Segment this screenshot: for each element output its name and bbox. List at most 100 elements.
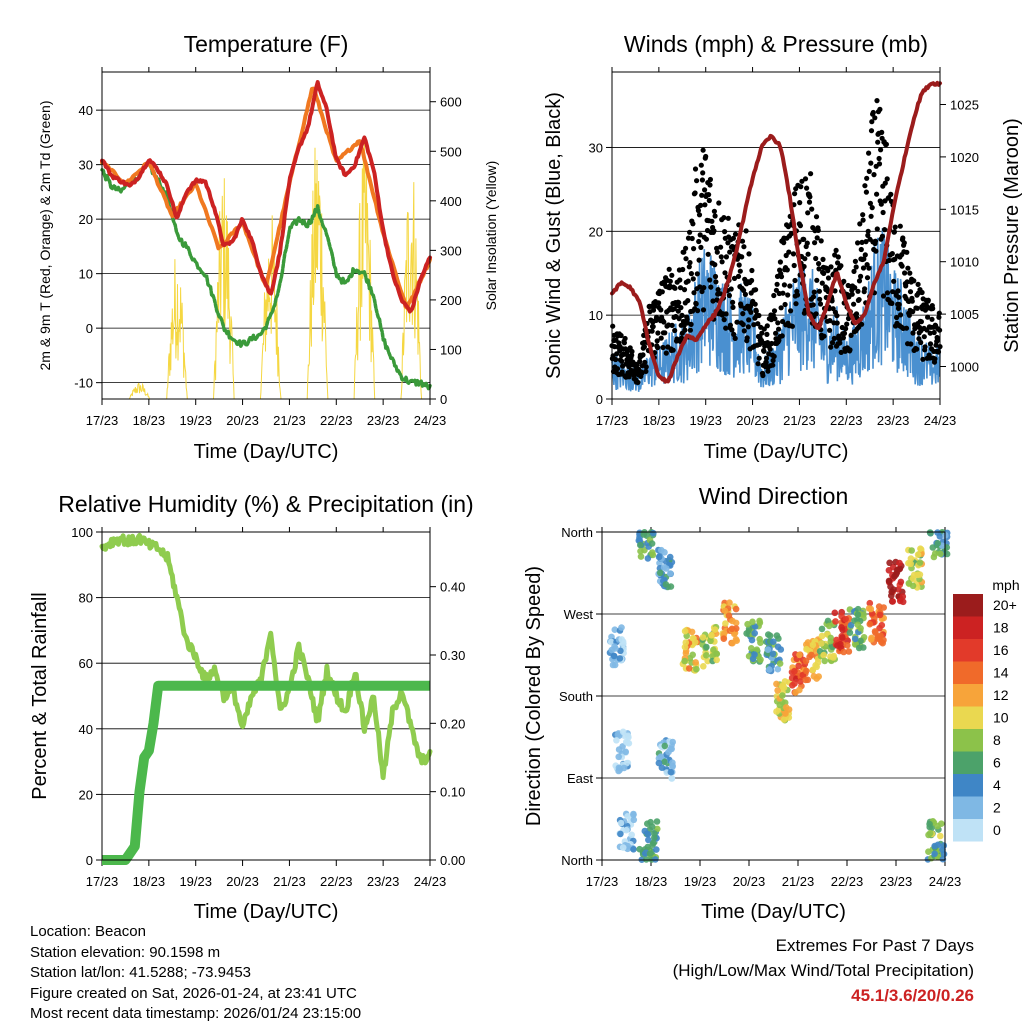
gust-point [669,322,675,328]
gust-point [868,128,875,134]
gust-point [679,312,685,318]
gust-point [687,327,694,333]
gust-point [927,330,933,336]
y-axis-label: Percent & Total Rainfall [29,592,51,800]
direction-point [774,643,782,651]
y-tick-label: 0 [86,321,93,336]
gust-point [802,256,808,262]
gust-point [791,262,797,269]
direction-point [630,811,637,819]
gust-point [759,330,765,336]
y-tick-label: 40 [79,722,93,737]
gust-point [618,332,624,339]
gust-point [816,266,822,272]
x-tick-label: 24/23 [414,874,447,889]
gust-point [828,344,834,350]
gust-point [865,228,871,234]
direction-point [886,559,893,567]
gust-point [908,341,914,347]
direction-point [624,732,632,740]
gust-point [772,316,778,322]
x-tick-label: 17/23 [586,874,619,889]
x-tick-label: 24/23 [924,413,957,428]
gust-point [702,187,708,193]
direction-point [839,634,846,641]
x-tick-label: 23/23 [877,413,910,428]
direction-point [669,763,676,770]
direction-point [615,746,623,753]
gust-point [855,240,861,246]
y-tick-label: 20 [589,224,603,239]
direction-point [609,661,617,669]
direction-point [644,555,652,562]
gust-point [805,210,811,216]
gust-point [763,355,770,361]
extremes-summary: Extremes For Past 7 Days (High/Low/Max W… [673,933,974,1008]
direction-point [766,666,773,673]
direction-point [779,692,786,699]
direction-point [646,850,654,857]
gust-point [764,323,770,329]
y-tick-label: 60 [79,656,93,671]
gust-point [874,191,880,197]
gust-point [629,352,635,358]
direction-point [866,599,874,607]
wind-direction-panel: Wind Direction North East South West North 17/… [523,483,961,923]
direction-point [885,577,893,585]
gust-point [851,268,857,274]
gust-point [696,212,703,218]
gust-point [698,162,704,168]
gust-point [771,353,777,359]
gust-point [820,256,826,262]
station-pressure-line [610,80,942,384]
gust-point [779,333,785,339]
gust-point [712,273,719,280]
gust-point [656,300,662,306]
gust-point [705,251,711,257]
y-tick-label: 10 [589,308,603,323]
gust-point [613,356,619,363]
direction-point [663,565,670,572]
gust-point [793,301,799,307]
gust-point [802,176,809,182]
colorbar-label: 6 [993,755,1001,771]
gust-point [853,264,859,270]
gust-point [671,306,677,312]
gust-point [788,308,794,314]
gust-point [904,279,910,285]
gust-point [882,227,888,233]
gust-point [730,299,736,305]
gust-point [852,285,858,291]
direction-point [703,652,710,659]
gust-point [740,321,746,328]
gust-point [709,218,715,224]
gust-point [827,318,833,324]
gust-point [882,180,888,186]
x-tick-label: 24/23 [929,874,962,889]
direction-point [693,665,700,673]
colorbar-label: 8 [993,732,1001,748]
gust-point [658,307,664,313]
gust-point [734,319,740,325]
gust-point [694,178,700,184]
direction-point [804,639,812,646]
plot-frame [101,531,431,861]
gust-point [731,331,737,337]
gust-point [872,238,879,244]
colorbar-label: 20+ [993,597,1017,613]
y2-tick-label: 500 [440,144,462,159]
direction-point [776,660,784,667]
gust-point [812,240,818,246]
direction-point [914,551,922,558]
direction-point [628,831,635,839]
gust-point [761,348,767,354]
gust-point [919,289,925,296]
gust-point [849,291,855,297]
direction-point [721,607,729,615]
direction-point [623,826,630,834]
gust-point [686,264,692,270]
colorbar-label: 10 [993,710,1009,726]
x-tick-label: 21/23 [273,413,306,428]
direction-point [905,559,912,567]
x-axis-label: Time (Day/UTC) [194,901,339,923]
